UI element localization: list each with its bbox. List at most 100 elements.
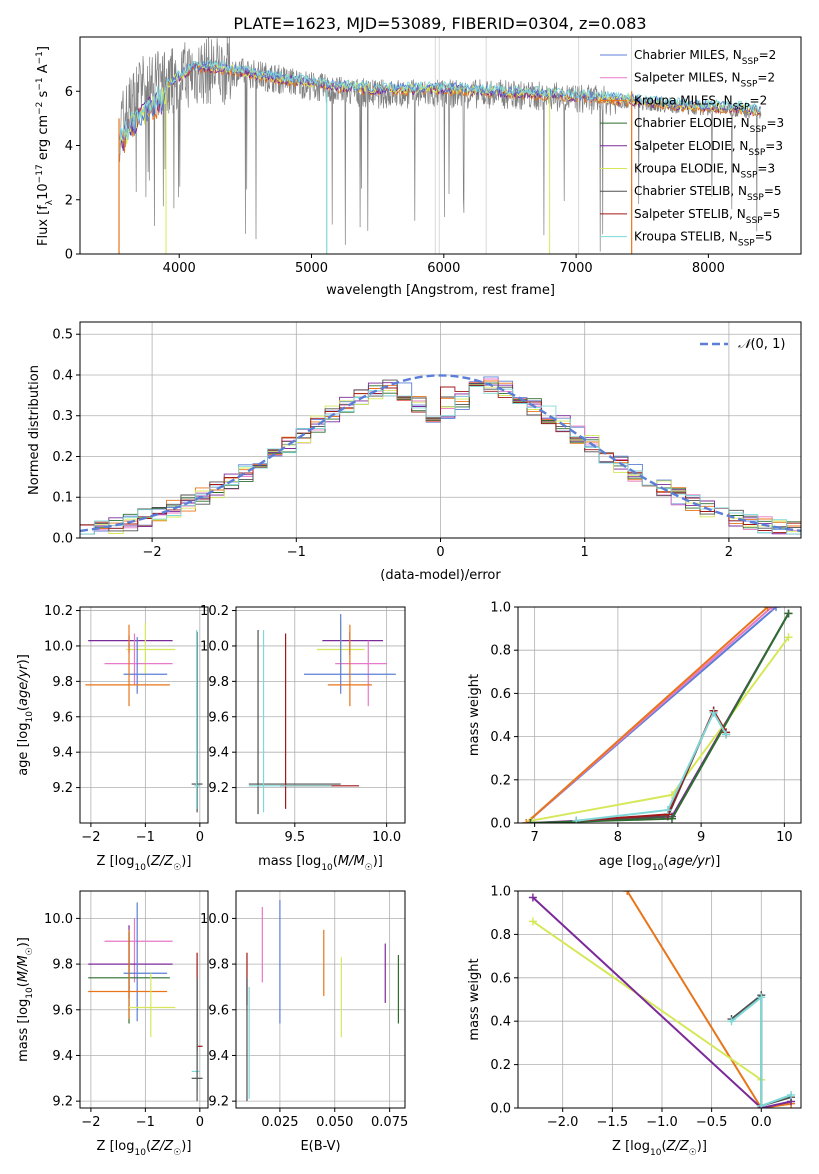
y-tick-label: 9.4 xyxy=(208,1049,229,1064)
legend-label: Chabrier ELODIE, NSSP=3 xyxy=(634,116,784,135)
weight-marker xyxy=(663,806,672,815)
legend-label: Salpeter ELODIE, NSSP=3 xyxy=(634,139,783,158)
x-tick-label: −0.5 xyxy=(696,1115,728,1130)
x-tick-label: 10 xyxy=(776,830,793,845)
x-axis-label: Z [log10(Z/Z☉)] xyxy=(97,854,192,873)
x-tick-label: 9.5 xyxy=(284,830,305,845)
figure-title: PLATE=1623, MJD=53089, FIBERID=0304, z=0… xyxy=(233,14,646,33)
x-tick-label: 0.0 xyxy=(751,1115,772,1130)
x-axis-label: Z [log10(Z/Z☉)] xyxy=(97,1139,192,1158)
normal-curve xyxy=(80,374,801,533)
y-tick-label: 9.4 xyxy=(52,1049,73,1064)
axes-frame xyxy=(517,606,802,824)
y-tick-label: 0 xyxy=(65,248,73,263)
y-tick-label: 9.6 xyxy=(208,710,229,725)
weight-line-chabrier_elodie xyxy=(530,613,790,823)
legend-label: Salpeter MILES, NSSP=2 xyxy=(634,71,775,90)
y-tick-label: 9.6 xyxy=(208,1003,229,1018)
x-tick-label: 8000 xyxy=(692,261,725,276)
legend-label: Kroupa ELODIE, NSSP=3 xyxy=(634,162,775,181)
y-tick-label: 9.2 xyxy=(52,1095,73,1110)
x-tick-label: 7 xyxy=(531,830,539,845)
y-tick-label: 0.2 xyxy=(490,773,511,788)
legend-label: Salpeter STELIB, NSSP=5 xyxy=(634,207,780,226)
y-tick-label: 9.2 xyxy=(208,1095,229,1110)
panel-age-vs-Z: −2 −1 0 9.2 9.4 9.6 9.8 10.0 10.2 Z [log10(Z/Z☉)]… xyxy=(16,604,209,873)
axes-frame xyxy=(79,606,209,824)
weight-line-kroupa_stelib xyxy=(576,710,727,822)
y-tick-label: 0.8 xyxy=(490,928,511,943)
weight-marker xyxy=(667,814,676,823)
x-tick-label: 0.075 xyxy=(371,1115,408,1130)
plot-area xyxy=(236,607,405,823)
y-tick-label: 0.1 xyxy=(52,491,73,506)
axes-frame xyxy=(235,606,406,824)
y-tick-label: 0.8 xyxy=(490,644,511,659)
legend-label: Chabrier MILES, NSSP=2 xyxy=(634,48,776,67)
legend-label: Kroupa MILES, NSSP=2 xyxy=(634,93,767,112)
y-tick-label: 9.6 xyxy=(52,710,73,725)
y-tick-label: 9.4 xyxy=(52,746,73,761)
weight-marker xyxy=(572,816,581,823)
x-tick-label: −2 xyxy=(143,545,162,560)
x-tick-label: 8 xyxy=(614,830,622,845)
weight-marker xyxy=(784,633,793,642)
panel-age-vs-mass: 9.5 10.0 9.2 9.4 9.6 9.8 10.0 10.2 mass [log10(M… xyxy=(200,604,406,873)
weight-marker xyxy=(767,607,776,611)
y-axis-label: age [log10(age/yr)] xyxy=(16,654,35,776)
weight-line-kroupa_elodie xyxy=(532,920,762,1081)
weight-line-chabrier_stelib xyxy=(576,708,727,822)
y-tick-label: 9.8 xyxy=(208,675,229,690)
panel-mass-vs-Z: −2 −1 0 9.2 9.4 9.6 9.8 10.0 Z [log10(Z/Z☉)] mass… xyxy=(16,890,209,1158)
y-tick-label: 6 xyxy=(65,85,73,100)
plot-area xyxy=(518,891,801,1108)
weight-marker xyxy=(709,708,718,717)
x-tick-label: 1 xyxy=(581,545,589,560)
weight-marker xyxy=(757,1101,766,1108)
x-axis-label: mass [log10(M/M☉)] xyxy=(258,854,383,873)
x-tick-label: −1.5 xyxy=(597,1115,629,1130)
plot-area xyxy=(80,607,208,823)
y-axis-label: mass [log10(M/M☉)] xyxy=(16,937,35,1062)
y-tick-label: 9.4 xyxy=(208,746,229,761)
y-tick-label: 0.6 xyxy=(490,687,511,702)
y-tick-label: 9.8 xyxy=(52,675,73,690)
y-tick-label: 1.0 xyxy=(490,601,511,616)
y-tick-label: 10.0 xyxy=(44,639,73,654)
x-tick-label: −1 xyxy=(136,1115,155,1130)
plot-area xyxy=(236,891,405,1108)
y-tick-label: 9.2 xyxy=(208,781,229,796)
weight-line-salpeter_elodie xyxy=(532,896,792,1108)
x-tick-label: 0 xyxy=(436,545,444,560)
y-tick-label: 9.8 xyxy=(208,958,229,973)
y-tick-label: 4 xyxy=(65,139,73,154)
x-tick-label: 6000 xyxy=(427,261,460,276)
x-tick-label: −2.0 xyxy=(547,1115,579,1130)
y-tick-label: 0.0 xyxy=(490,1102,511,1117)
plot-area xyxy=(518,607,801,823)
weight-line-kroupa_miles xyxy=(626,891,792,1108)
x-tick-label: −2 xyxy=(81,830,100,845)
panel-spectrum: 4000 5000 6000 7000 8000 0 2 4 6 Chabrier MILES, … xyxy=(35,36,802,298)
x-tick-label: −2 xyxy=(81,1115,100,1130)
x-tick-label: −1 xyxy=(136,830,155,845)
x-tick-label: 7000 xyxy=(560,261,593,276)
weight-marker xyxy=(757,993,766,1002)
y-tick-label: 0.5 xyxy=(52,328,73,343)
weight-line-salpeter_stelib xyxy=(576,708,727,822)
x-axis-label: wavelength [Angstrom, rest frame] xyxy=(326,283,555,298)
x-tick-label: −1 xyxy=(287,545,306,560)
y-tick-label: 9.6 xyxy=(52,1003,73,1018)
x-tick-label: 10.0 xyxy=(372,830,401,845)
y-axis-label: mass weight xyxy=(467,958,482,1040)
y-axis-label: mass weight xyxy=(467,674,482,756)
axes-frame xyxy=(79,890,209,1109)
panel-weight-vs-age: 7 8 9 10 0.0 0.2 0.4 0.6 0.8 1.0 age [log10(age/yr… xyxy=(467,601,802,873)
panel-mass-vs-EBV: 0.025 0.050 0.075 9.2 9.4 9.6 9.8 10.0 E(B-V) xyxy=(200,890,408,1154)
y-tick-label: 0.6 xyxy=(490,971,511,986)
legend-label: Chabrier STELIB, NSSP=5 xyxy=(634,184,782,203)
weight-marker xyxy=(727,1017,736,1026)
panel-weight-vs-Z: −2.0 −1.5 −1.0 −0.5 0.0 0.0 0.2 0.4 0.6 0.8 1.0 Z [… xyxy=(467,885,802,1158)
y-tick-label: 0.3 xyxy=(52,409,73,424)
weight-marker xyxy=(787,1090,796,1099)
